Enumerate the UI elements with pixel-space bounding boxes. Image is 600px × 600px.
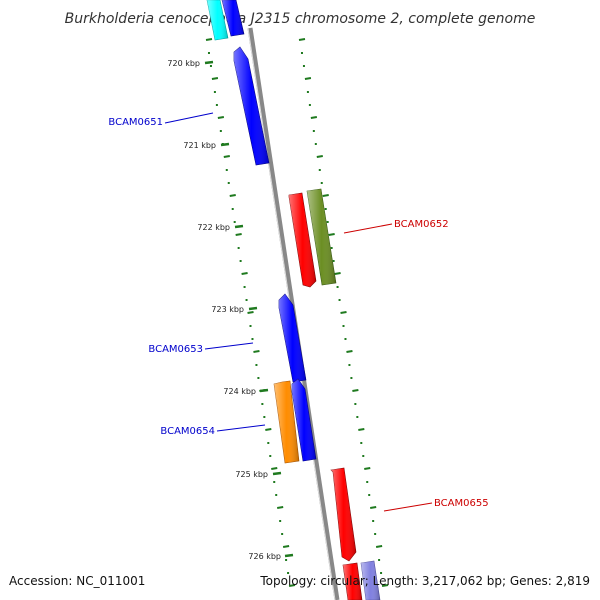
guide-dash	[304, 77, 312, 80]
guide-dash	[298, 38, 306, 41]
gene-cyan-top[interactable]	[206, 0, 229, 41]
gene-features	[206, 0, 381, 600]
tick-721: 721 kbp	[183, 141, 230, 150]
gene-label-text: BCAM0651	[108, 117, 163, 128]
guide-dash	[282, 545, 290, 548]
gene-bcam0654[interactable]	[273, 380, 300, 464]
guide-dash	[223, 155, 230, 158]
guide-dash	[334, 272, 341, 275]
label-bcam0652[interactable]: BCAM0652	[343, 219, 449, 234]
tick-label: 724 kbp	[223, 387, 256, 396]
label-bcam0654[interactable]: BCAM0654	[160, 424, 266, 437]
label-bcam0653[interactable]: BCAM0653	[148, 342, 254, 355]
guide-dash	[235, 233, 242, 236]
guide-dash	[364, 467, 371, 470]
gene-red-bottom[interactable]	[342, 562, 363, 600]
tick-label: 720 kbp	[167, 59, 200, 68]
guide-dash	[271, 467, 278, 470]
tick-label: 723 kbp	[211, 305, 244, 314]
gene-blue-top[interactable]	[221, 0, 245, 37]
ruler-ticks: 720 kbp 721 kbp 722 kbp 723 kbp 724 kbp …	[167, 59, 294, 561]
guide-dash	[217, 116, 225, 119]
map-title: Burkholderia cenocepacia J2315 chromosom…	[65, 11, 536, 27]
guide-dash	[211, 77, 219, 80]
guide-tracks	[205, 38, 389, 587]
gene-label-text: BCAM0652	[394, 219, 449, 230]
gene-bcam0655[interactable]	[330, 467, 357, 562]
gene-labels: BCAM0651 BCAM0652 BCAM0653 BCAM0654 BCAM…	[108, 112, 489, 512]
gene-bcam0653[interactable]	[278, 293, 307, 383]
gene-blue-724[interactable]	[291, 378, 317, 462]
label-bcam0655[interactable]: BCAM0655	[383, 498, 489, 512]
guide-dash	[241, 272, 248, 275]
tick-722: 722 kbp	[197, 223, 244, 232]
tick-726: 726 kbp	[248, 552, 294, 561]
tick-725: 725 kbp	[235, 470, 282, 479]
label-bcam0651[interactable]: BCAM0651	[108, 112, 214, 128]
guide-dash	[253, 350, 260, 353]
gene-label-text: BCAM0653	[148, 344, 203, 355]
accession-text: Accession: NC_011001	[9, 574, 146, 588]
tick-label: 726 kbp	[248, 552, 281, 561]
tick-label: 722 kbp	[197, 223, 230, 232]
tick-723: 723 kbp	[211, 305, 258, 314]
gene-lavender-bottom[interactable]	[360, 560, 381, 600]
guide-dash	[340, 311, 347, 314]
guide-dash	[316, 155, 323, 158]
gene-olive[interactable]	[306, 188, 337, 286]
gene-label-text: BCAM0654	[160, 426, 215, 437]
guide-dash	[381, 584, 389, 587]
tick-label: 725 kbp	[235, 470, 268, 479]
gene-bcam0651[interactable]	[233, 46, 270, 166]
tick-label: 721 kbp	[183, 141, 216, 150]
guide-dash	[328, 233, 335, 236]
guide-dash	[310, 116, 318, 119]
guide-dash	[265, 428, 272, 431]
tick-720: 720 kbp	[167, 59, 214, 68]
guide-dash	[277, 506, 284, 509]
gene-label-text: BCAM0655	[434, 498, 489, 509]
guide-dash	[247, 311, 254, 314]
tick-724: 724 kbp	[223, 387, 269, 396]
guide-dash	[229, 194, 236, 197]
guide-dash	[375, 545, 383, 548]
gene-bcam0652[interactable]	[288, 192, 317, 288]
guide-dash	[205, 38, 213, 41]
guide-dash	[352, 389, 359, 392]
guide-dash	[358, 428, 365, 431]
guide-dash	[322, 194, 329, 197]
guide-dash	[370, 506, 377, 509]
genome-summary-text: Topology: circular; Length: 3,217,062 bp…	[260, 574, 590, 588]
guide-dash	[346, 350, 353, 353]
guide-dash	[288, 584, 296, 587]
